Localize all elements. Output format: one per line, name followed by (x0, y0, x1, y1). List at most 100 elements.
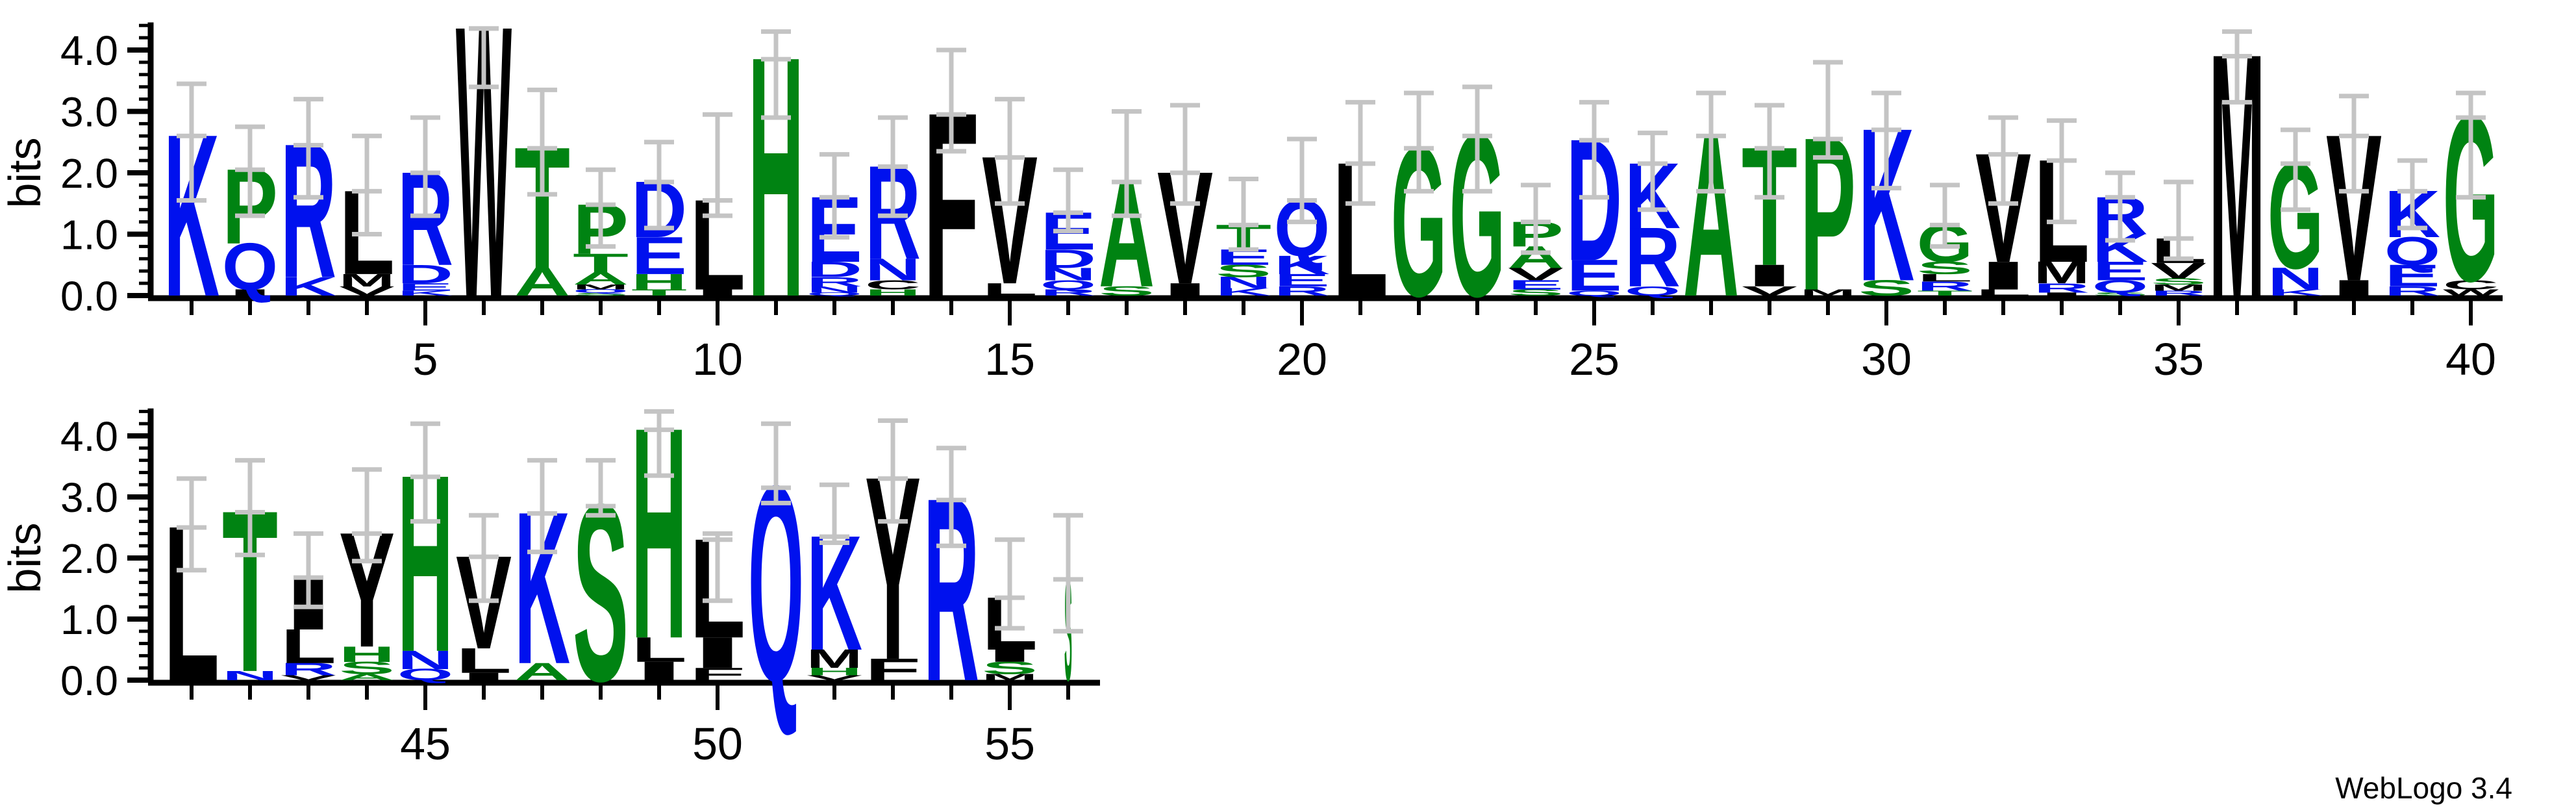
logo-letter-E: E (2092, 257, 2148, 286)
error-bar (2281, 127, 2310, 212)
error-bar (2047, 118, 2077, 225)
logo-letter-R: R (807, 275, 862, 290)
logo-letter-N: N (1216, 274, 1271, 292)
logo-letter-F: F (865, 652, 921, 687)
logo-letter-F: F (690, 664, 745, 684)
error-bar (819, 482, 849, 545)
error-bar (1229, 176, 1258, 252)
error-bar (527, 458, 557, 555)
logo-letter-E: E (1274, 270, 1330, 290)
logo-letter-R: R (2034, 281, 2090, 296)
x-tick-label: 20 (1277, 334, 1327, 385)
logo-letter-H: H (631, 269, 687, 294)
error-bar (469, 26, 499, 90)
y-axis-title: bits (0, 523, 50, 594)
y-tick-label: 4.0 (60, 413, 118, 460)
error-bar (469, 513, 499, 603)
logo-letter-H: H (807, 666, 862, 678)
logo-letter-W: W (2443, 288, 2499, 298)
error-bar (995, 97, 1025, 206)
logo-letter-V: V (339, 284, 395, 299)
logo-letter-A: A (339, 672, 395, 682)
logo-letter-S: S (1917, 258, 1973, 278)
logo-letter-N: N (222, 668, 278, 683)
error-bar (1462, 84, 1492, 194)
logo-letter-D: D (807, 257, 862, 282)
error-bar (586, 167, 616, 249)
y-tick-label: 1.0 (60, 212, 118, 259)
position-stack-49: ILH (631, 365, 687, 702)
logo-letter-I: I (690, 288, 745, 298)
y-tick-label: 3.0 (60, 89, 118, 136)
logo-letter-R: R (281, 659, 336, 679)
logo-letter-I: I (456, 670, 512, 682)
x-axis: 45 50 55 (148, 679, 1100, 769)
logo-letter-K: K (1274, 250, 1330, 280)
logo-letter-Q: Q (1625, 284, 1681, 299)
logo-letter-I: I (2034, 292, 2090, 297)
logo-letter-N: N (1040, 264, 1096, 285)
logo-letter-V: V (1742, 284, 1797, 299)
error-bar (1287, 136, 1317, 225)
x-tick-label: 25 (1569, 334, 1619, 385)
error-bar (2222, 29, 2252, 105)
error-bar (1579, 99, 1609, 200)
y-tick-label: 2.0 (60, 150, 118, 197)
error-bar (878, 115, 908, 218)
logo-letter-M: M (339, 270, 395, 290)
logo-letter-L: L (281, 619, 336, 674)
logo-letter-M: M (2151, 283, 2207, 292)
position-stack-37: KNG (2268, 131, 2323, 301)
logo-letter-C: C (865, 277, 921, 292)
error-bar (177, 476, 206, 573)
error-bar (1871, 90, 1901, 191)
logo-letter-Q: Q (2092, 277, 2148, 297)
x-tick-label: 30 (1861, 334, 1912, 385)
logo-letter-Q: Q (1040, 277, 1096, 292)
logo-letter-Q: Q (2384, 229, 2440, 273)
logo-letter-Q: Q (222, 229, 278, 304)
error-bar (1112, 109, 1142, 218)
error-bar (1053, 167, 1083, 234)
logo-letter-S: S (1858, 275, 1914, 301)
error-bar (294, 97, 323, 200)
logo-letter-R: R (2151, 289, 2207, 297)
logo-letter-I: I (222, 288, 278, 298)
logo-letter-L: L (1975, 288, 2031, 298)
logo-letter-K: K (281, 272, 336, 301)
x-tick-label: 15 (984, 334, 1035, 385)
logo-letter-Q: Q (397, 666, 453, 683)
logo-letter-M: M (2034, 255, 2090, 290)
error-bar (761, 29, 791, 120)
logo-letter-S: S (2151, 277, 2207, 286)
y-tick-label: 0.0 (60, 273, 118, 320)
logo-letter-N: N (2268, 261, 2323, 296)
logo-letter-V: V (281, 674, 336, 681)
logo-letter-V: V (2151, 258, 2207, 283)
logo-letter-I: I (690, 628, 745, 678)
error-bar (1813, 60, 1843, 160)
logo-letter-S: S (1508, 288, 1564, 298)
logo-letter-I: I (1742, 258, 1797, 293)
error-bar (1988, 115, 2018, 206)
logo-letter-D: D (397, 259, 453, 289)
x-tick-label: 50 (692, 718, 743, 769)
logo-letter-R: R (1917, 279, 1973, 294)
logo-letter-Q: Q (1566, 289, 1622, 297)
error-bar (995, 537, 1025, 631)
error-bar (1345, 99, 1375, 206)
logo-letter-E: E (397, 281, 453, 293)
error-bar (352, 133, 382, 236)
logo-letter-V: V (807, 674, 862, 681)
y-axis-title: bits (0, 138, 50, 209)
x-tick-label: 55 (984, 718, 1035, 769)
logo-letter-M: M (807, 644, 862, 674)
logo-letter-A: A (514, 259, 570, 304)
logo-letter-R: R (1040, 288, 1096, 298)
error-bar (294, 531, 323, 609)
error-bar (761, 421, 791, 505)
y-tick-label: 4.0 (60, 27, 118, 74)
